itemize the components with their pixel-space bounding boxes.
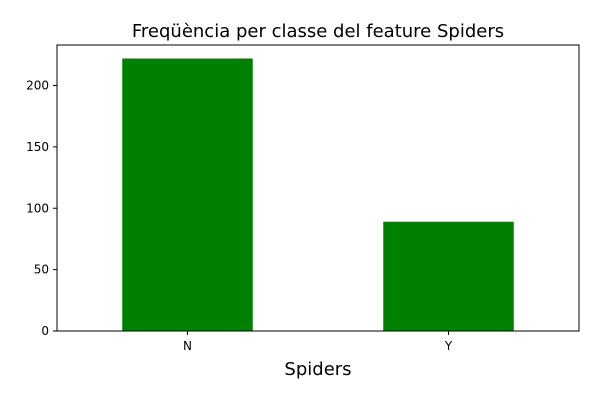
bar-Y (383, 221, 514, 331)
y-tick-label-50: 50 (34, 263, 49, 277)
chart-title: Freqüència per classe del feature Spider… (132, 21, 504, 42)
y-axis-ticks: 0 50 100 150 200 (26, 79, 57, 338)
bars-group (122, 58, 514, 332)
x-axis-label: Spiders (284, 359, 351, 380)
y-tick-label-150: 150 (26, 140, 49, 154)
bar-N (122, 58, 253, 332)
plot-frame (56, 44, 580, 332)
x-tick-label-Y: Y (444, 339, 453, 353)
x-tick-label-N: N (183, 339, 192, 353)
y-tick-label-0: 0 (41, 324, 49, 338)
y-tick-label-100: 100 (26, 201, 49, 215)
y-tick-label-200: 200 (26, 79, 49, 93)
